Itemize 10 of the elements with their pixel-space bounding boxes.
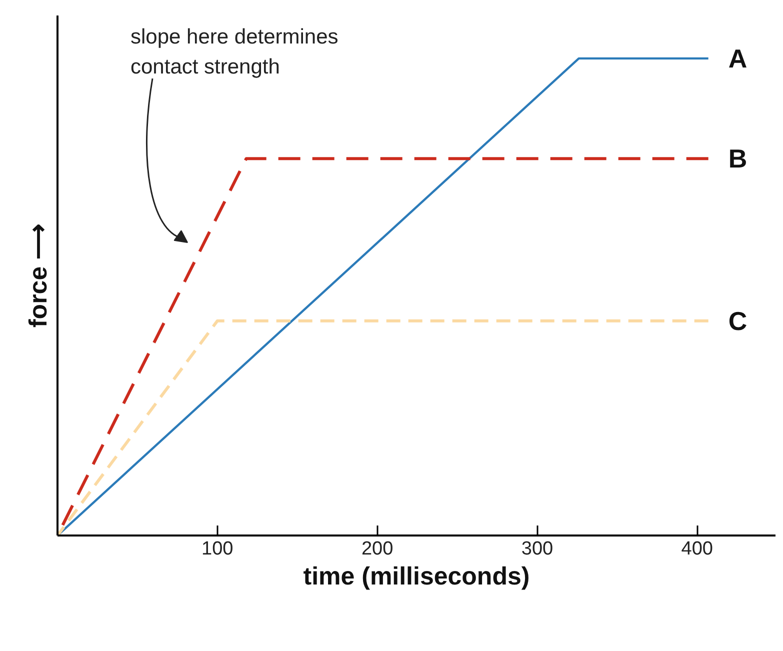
series-label: C — [728, 306, 748, 336]
series-label: A — [728, 43, 748, 74]
y-axis-title: force ⟶ — [24, 223, 52, 328]
series-label: B — [728, 144, 748, 174]
x-axis-title: time (milliseconds) — [303, 562, 530, 590]
x-tick-label: 200 — [361, 538, 394, 560]
annotation: slope here determines contact strength — [130, 26, 338, 78]
x-tick-label: 100 — [202, 538, 234, 560]
x-tick-label: 400 — [681, 538, 713, 560]
x-tick-label: 300 — [521, 538, 554, 560]
